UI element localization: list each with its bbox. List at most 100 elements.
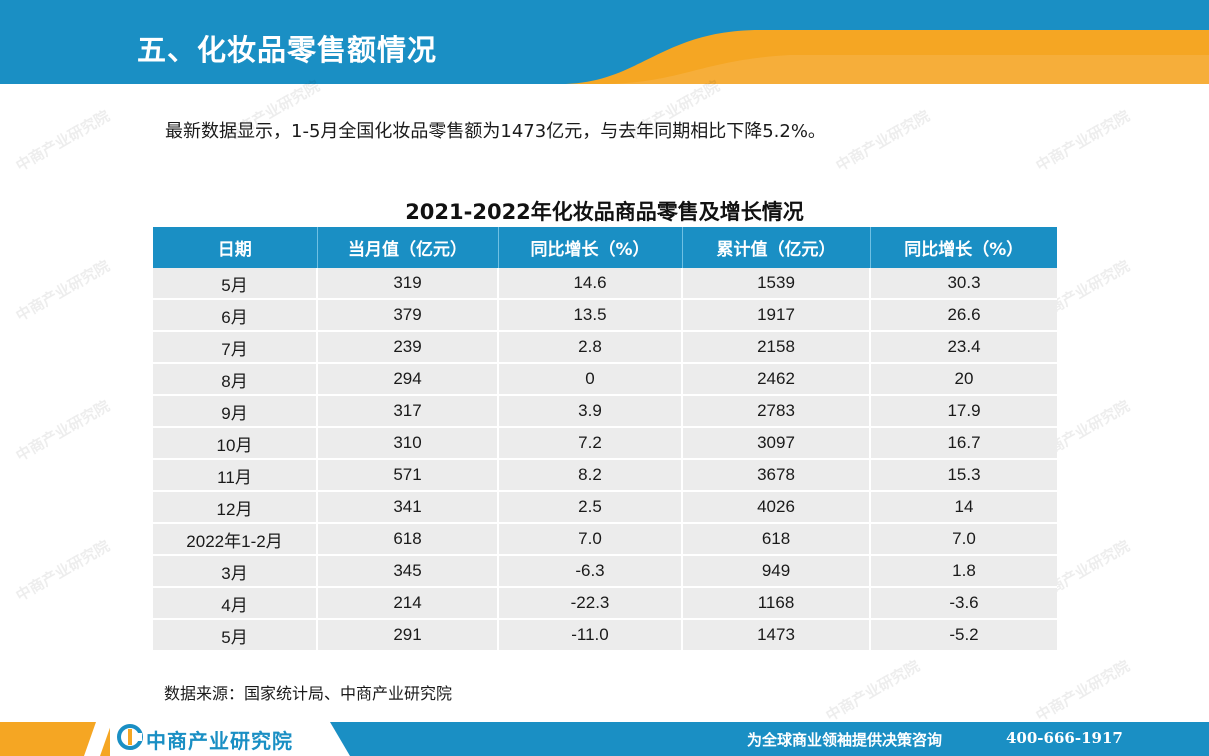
table-cell: 7.2 <box>498 426 683 459</box>
table-cell: 7月 <box>153 330 318 363</box>
table-cell: 1917 <box>682 298 871 331</box>
table-cell: 9月 <box>153 394 318 427</box>
watermark: 中商产业研究院 <box>12 536 113 605</box>
table-row: 8月 294 0 2462 20 <box>153 362 1057 395</box>
table-row: 2022年1-2月 618 7.0 618 7.0 <box>153 522 1057 555</box>
table-cell: 15.3 <box>870 458 1057 491</box>
table-cell: 3678 <box>682 458 871 491</box>
column-header: 同比增长（%） <box>870 227 1057 268</box>
table-row: 3月 345 -6.3 949 1.8 <box>153 554 1057 587</box>
summary-text: 最新数据显示，1-5月全国化妆品零售额为1473亿元，与去年同期相比下降5.2%… <box>165 121 826 142</box>
table-cell: 6月 <box>153 298 318 331</box>
table-cell: 10月 <box>153 426 318 459</box>
table-cell: 341 <box>317 490 499 523</box>
table-cell: 13.5 <box>498 298 683 331</box>
table-row: 6月 379 13.5 1917 26.6 <box>153 298 1057 331</box>
table-cell: 2783 <box>682 394 871 427</box>
column-header: 累计值（亿元） <box>682 227 871 268</box>
table-cell: 3月 <box>153 554 318 587</box>
table-row: 4月 214 -22.3 1168 -3.6 <box>153 586 1057 619</box>
table-cell: 1168 <box>682 586 871 619</box>
table-cell: 7.0 <box>870 522 1057 555</box>
footer-band <box>0 722 1209 756</box>
table-cell: -11.0 <box>498 618 683 650</box>
watermark: 中商产业研究院 <box>12 396 113 465</box>
data-source-note: 数据来源：国家统计局、中商产业研究院 <box>164 684 453 703</box>
header-background <box>0 0 1209 84</box>
table-cell: 16.7 <box>870 426 1057 459</box>
table-cell: 571 <box>317 458 499 491</box>
table-row: 5月 319 14.6 1539 30.3 <box>153 268 1057 299</box>
table-cell: 618 <box>682 522 871 555</box>
table-body: 5月 319 14.6 1539 30.3 6月 379 13.5 1917 26.6 7月 239 2… <box>153 268 1057 650</box>
table-cell: 12月 <box>153 490 318 523</box>
table-cell: 379 <box>317 298 499 331</box>
table-cell: 3097 <box>682 426 871 459</box>
watermark: 中商产业研究院 <box>1032 106 1133 175</box>
watermark: 中商产业研究院 <box>12 256 113 325</box>
table-cell: 8月 <box>153 362 318 395</box>
table-cell: -6.3 <box>498 554 683 587</box>
table-cell: 291 <box>317 618 499 650</box>
table-cell: 26.6 <box>870 298 1057 331</box>
table-row: 12月 341 2.5 4026 14 <box>153 490 1057 523</box>
table-title: 2021-2022年化妆品商品零售及增长情况 <box>405 200 804 224</box>
table-row: 7月 239 2.8 2158 23.4 <box>153 330 1057 363</box>
footer-background <box>0 722 1209 756</box>
table-cell: 14 <box>870 490 1057 523</box>
table-row: 9月 317 3.9 2783 17.9 <box>153 394 1057 427</box>
table-cell: 14.6 <box>498 268 683 299</box>
table-cell: 345 <box>317 554 499 587</box>
table-row: 10月 310 7.2 3097 16.7 <box>153 426 1057 459</box>
column-header: 日期 <box>153 227 318 268</box>
table-cell: 317 <box>317 394 499 427</box>
watermark: 中商产业研究院 <box>1032 656 1133 725</box>
table-cell: 2.8 <box>498 330 683 363</box>
footer-slogan: 为全球商业领袖提供决策咨询 <box>747 731 943 749</box>
table-cell: 30.3 <box>870 268 1057 299</box>
table-cell: 2158 <box>682 330 871 363</box>
table-row: 5月 291 -11.0 1473 -5.2 <box>153 618 1057 650</box>
retail-table: 日期 当月值（亿元） 同比增长（%） 累计值（亿元） 同比增长（%） 5月 319… <box>153 227 1057 650</box>
table-cell: 310 <box>317 426 499 459</box>
table-cell: 1473 <box>682 618 871 650</box>
watermark: 中商产业研究院 <box>832 106 933 175</box>
table-cell: 11月 <box>153 458 318 491</box>
header-band: 五、化妆品零售额情况 <box>0 0 1209 84</box>
table-cell: 23.4 <box>870 330 1057 363</box>
column-header: 同比增长（%） <box>498 227 683 268</box>
table-cell: 4月 <box>153 586 318 619</box>
table-cell: 17.9 <box>870 394 1057 427</box>
watermark: 中商产业研究院 <box>822 656 923 725</box>
table-cell: 3.9 <box>498 394 683 427</box>
zhongshang-logo-icon <box>117 724 143 750</box>
table-cell: 0 <box>498 362 683 395</box>
table-cell: 2022年1-2月 <box>153 522 318 555</box>
footer-phone: 400-666-1917 <box>1006 729 1123 747</box>
table-header-row: 日期 当月值（亿元） 同比增长（%） 累计值（亿元） 同比增长（%） <box>153 227 1057 268</box>
table-cell: 294 <box>317 362 499 395</box>
table-cell: -3.6 <box>870 586 1057 619</box>
table-cell: 618 <box>317 522 499 555</box>
table-cell: 2462 <box>682 362 871 395</box>
footer-logo-text: 中商产业研究院 <box>146 729 293 753</box>
table-cell: 7.0 <box>498 522 683 555</box>
table-cell: 319 <box>317 268 499 299</box>
table-cell: -5.2 <box>870 618 1057 650</box>
table-cell: 4026 <box>682 490 871 523</box>
table-cell: 1539 <box>682 268 871 299</box>
table-cell: 5月 <box>153 268 318 299</box>
page-title: 五、化妆品零售额情况 <box>137 33 438 67</box>
watermark: 中商产业研究院 <box>12 106 113 175</box>
table-cell: 5月 <box>153 618 318 650</box>
table-cell: 214 <box>317 586 499 619</box>
table-cell: 20 <box>870 362 1057 395</box>
table-cell: 949 <box>682 554 871 587</box>
table-cell: 2.5 <box>498 490 683 523</box>
table-row: 11月 571 8.2 3678 15.3 <box>153 458 1057 491</box>
table-cell: -22.3 <box>498 586 683 619</box>
table-cell: 239 <box>317 330 499 363</box>
column-header: 当月值（亿元） <box>317 227 499 268</box>
table-cell: 8.2 <box>498 458 683 491</box>
table-cell: 1.8 <box>870 554 1057 587</box>
